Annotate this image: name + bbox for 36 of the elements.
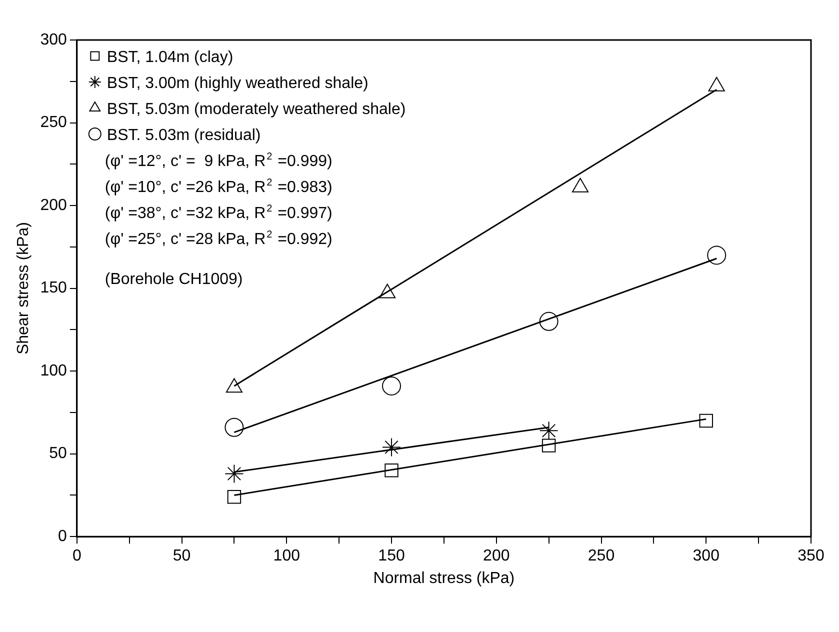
point xyxy=(539,312,558,331)
x-tick-label: 200 xyxy=(483,548,510,565)
point xyxy=(699,414,713,428)
x-axis-title: Normal stress (kPa) xyxy=(373,570,515,587)
legend-label: BST, 5.03m (moderately weathered shale) xyxy=(106,101,406,118)
y-tick-label: 50 xyxy=(49,445,67,462)
point xyxy=(572,178,589,192)
y-tick-label: 100 xyxy=(40,362,67,380)
point xyxy=(379,284,396,298)
y-tick-label: 250 xyxy=(40,114,67,132)
point xyxy=(382,438,402,457)
y-axis-title: Shear stress (kPa) xyxy=(15,222,32,355)
legend-label: BST. 5.03m (residual) xyxy=(106,127,261,144)
point xyxy=(224,464,244,484)
legend-label: BST, 1.04m (clay) xyxy=(106,49,234,66)
point xyxy=(382,376,402,396)
x-tick-label: 300 xyxy=(692,548,720,565)
point xyxy=(384,464,398,478)
point xyxy=(708,76,725,92)
x-tick-label: 350 xyxy=(798,548,824,565)
annotation: (Borehole CH1009) xyxy=(104,271,243,288)
x-tick-label: 50 xyxy=(172,548,191,565)
x-tick-label: 0 xyxy=(72,548,82,565)
point xyxy=(707,246,726,265)
x-tick-label: 250 xyxy=(588,548,615,565)
y-tick-label: 200 xyxy=(40,196,67,214)
x-tick-label: 100 xyxy=(273,548,300,565)
y-tick-label: 150 xyxy=(40,280,67,297)
point xyxy=(539,421,558,440)
point xyxy=(227,490,242,504)
x-tick-label: 150 xyxy=(378,548,405,565)
y-tick-label: 0 xyxy=(58,528,67,546)
legend-label: BST, 3.00m (highly weathered shale) xyxy=(106,75,368,92)
point xyxy=(224,418,244,437)
point xyxy=(542,438,556,452)
y-tick-label: 300 xyxy=(40,31,67,48)
